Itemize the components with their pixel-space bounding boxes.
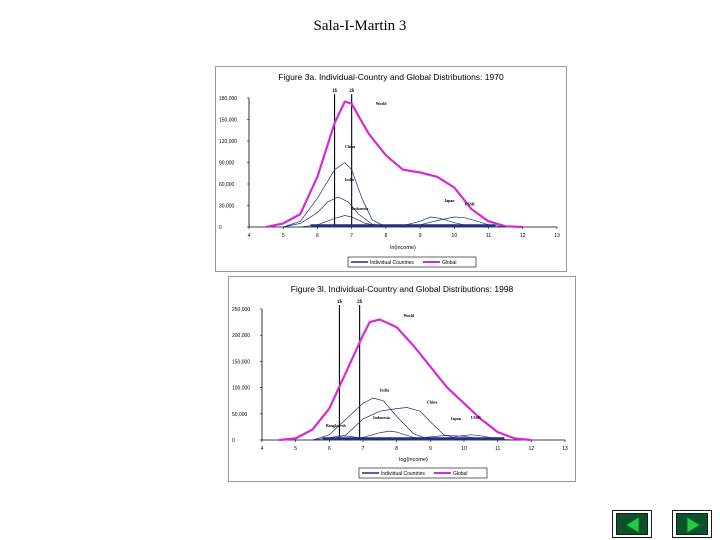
poverty-line-label: 1$ — [332, 89, 338, 94]
next-slide-button[interactable] — [672, 510, 712, 538]
previous-slide-button[interactable] — [612, 510, 652, 538]
annotation-label: China — [427, 399, 437, 404]
x-tick-label: 8 — [395, 446, 398, 452]
x-tick-label: 7 — [350, 233, 353, 239]
x-axis-label: log(income) — [399, 457, 428, 463]
annotation-label: Japan — [444, 198, 455, 203]
y-tick-label: 150,000 — [219, 118, 237, 124]
x-tick-label: 8 — [384, 233, 387, 239]
global-distribution-line — [278, 318, 532, 442]
chart-1998: Figure 3l. Individual-Country and Global… — [232, 284, 568, 479]
x-tick-label: 10 — [452, 233, 458, 239]
x-tick-label: 9 — [429, 446, 432, 452]
x-tick-label: 12 — [529, 446, 535, 452]
y-tick-label: 180,000 — [219, 96, 237, 102]
x-tick-label: 9 — [419, 233, 422, 239]
legend-individual-label: Individual Countries — [381, 471, 425, 477]
chart-legend: Individual Countries Global — [347, 256, 477, 268]
poverty-line-label: 2$ — [357, 300, 363, 305]
legend-global-label: Global — [453, 471, 467, 477]
legend-global-label: Global — [442, 260, 456, 266]
y-tick-label: 250,000 — [232, 307, 250, 313]
x-tick-label: 11 — [486, 233, 491, 239]
y-tick-label: 100,000 — [232, 386, 250, 392]
triangle-left-icon — [625, 516, 640, 534]
country-distribution-line — [283, 162, 387, 228]
annotation-label: World — [376, 101, 388, 106]
poverty-line-label: 1$ — [337, 300, 343, 305]
x-tick-label: 12 — [520, 233, 526, 239]
y-tick-label: 200,000 — [232, 333, 250, 339]
slide-title: Sala-I-Martin 3 — [313, 18, 407, 34]
annotation-label: Bangladesh — [326, 423, 347, 428]
x-tick-label: 5 — [294, 446, 297, 452]
legend-box — [358, 467, 488, 479]
x-tick-label: 13 — [562, 446, 568, 452]
country-distribution-line — [402, 216, 506, 228]
y-tick-label: 0 — [219, 225, 222, 231]
x-tick-label: 13 — [554, 233, 560, 239]
y-tick-label: 150,000 — [232, 359, 250, 365]
legend-box — [347, 256, 477, 268]
annotation-label: India — [345, 177, 354, 182]
x-tick-label: 5 — [282, 233, 285, 239]
chart-1970: Figure 3a. Individual-Country and Global… — [219, 72, 560, 268]
x-axis-label: ln(income) — [390, 245, 416, 251]
annotation-label: Indonesia — [373, 415, 390, 420]
chart-panel-1970: Figure 3a. Individual-Country and Global… — [215, 66, 567, 272]
x-tick-label: 6 — [316, 233, 319, 239]
x-tick-label: 6 — [328, 446, 331, 452]
chart-legend: Individual Countries Global — [358, 467, 488, 479]
annotation-label: World — [403, 313, 415, 318]
x-tick-label: 4 — [261, 446, 264, 452]
poverty-line-label: 2$ — [349, 89, 355, 94]
country-distribution-line — [283, 196, 386, 228]
y-tick-label: 60,000 — [219, 182, 235, 188]
annotation-label: India — [380, 387, 389, 392]
country-distribution-line — [312, 397, 431, 441]
annotation-label: USSR — [465, 202, 475, 207]
chart-panel-1998: Figure 3l. Individual-Country and Global… — [228, 276, 576, 482]
legend-individual-label: Individual Countries — [370, 260, 414, 266]
y-tick-label: 120,000 — [219, 139, 237, 145]
x-tick-label: 10 — [461, 446, 467, 452]
annotation-label: Indonesia — [352, 206, 369, 211]
y-tick-label: 30,000 — [219, 204, 235, 210]
y-tick-label: 0 — [232, 438, 235, 444]
x-tick-label: 11 — [495, 446, 500, 452]
x-tick-label: 7 — [362, 446, 365, 452]
country-distribution-line — [329, 407, 465, 441]
chart-title: Figure 3l. Individual-Country and Global… — [291, 284, 514, 294]
triangle-right-icon — [686, 516, 701, 534]
global-distribution-line — [265, 100, 523, 229]
chart-title: Figure 3a. Individual-Country and Global… — [278, 72, 504, 82]
annotation-label: China — [345, 144, 355, 149]
y-tick-label: 50,000 — [232, 412, 248, 418]
x-tick-label: 4 — [248, 233, 251, 239]
annotation-label: USSR — [471, 415, 481, 420]
y-tick-label: 90,000 — [219, 161, 235, 167]
annotation-label: Japan — [451, 416, 462, 421]
